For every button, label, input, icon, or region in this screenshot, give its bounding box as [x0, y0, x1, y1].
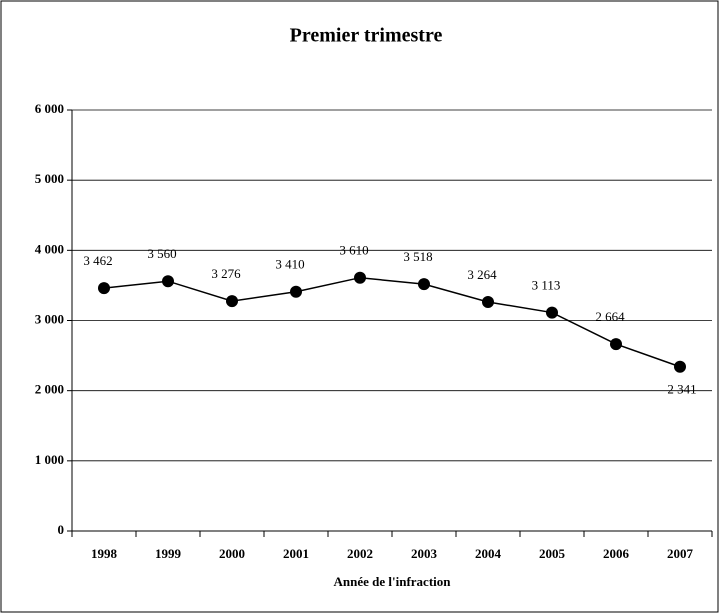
point: [674, 360, 686, 373]
point: [226, 295, 238, 308]
point: [98, 282, 110, 295]
point: [354, 271, 366, 284]
x-axis-label: Année de l'infraction: [334, 574, 452, 589]
x-tick-label: 2005: [539, 546, 566, 561]
value-label: 2 664: [595, 309, 625, 324]
y-tick-label: 0: [58, 522, 65, 537]
line: [103, 276, 681, 368]
value-label: 3 113: [532, 278, 561, 293]
value-label: 2 341: [667, 382, 696, 397]
x-tick-label: 1998: [91, 546, 118, 561]
x-tick-label: 1999: [155, 546, 182, 561]
x-tick-label: 2004: [475, 546, 502, 561]
y-tick-label: 5 000: [35, 171, 64, 186]
value-label: 3 462: [83, 253, 112, 268]
x-tick-label: 2002: [347, 546, 373, 561]
point: [610, 338, 622, 351]
point: [290, 285, 302, 298]
point: [546, 306, 558, 319]
y-tick-label: 1 000: [35, 452, 64, 467]
point: [162, 275, 174, 288]
value-label: 3 518: [403, 249, 432, 264]
x-tick-label: 2003: [411, 546, 438, 561]
value-label: 3 410: [275, 257, 304, 272]
y-tick-label: 6 000: [35, 101, 64, 116]
point: [418, 278, 430, 291]
value-label: 3 264: [467, 267, 497, 282]
y-tick-label: 4 000: [35, 241, 64, 256]
value-label: 3 560: [147, 246, 176, 261]
x-tick-label: 2006: [603, 546, 630, 561]
x-tick-label: 2007: [667, 546, 694, 561]
y-tick-label: 2 000: [35, 382, 64, 397]
point: [482, 295, 494, 308]
value-label: 3 610: [339, 243, 368, 258]
x-tick-label: 2000: [219, 546, 245, 561]
chart-title: Premier trimestre: [290, 25, 443, 47]
x-tick-label: 2001: [283, 546, 309, 561]
value-label: 3 276: [211, 266, 241, 281]
y-tick-label: 3 000: [35, 311, 64, 326]
